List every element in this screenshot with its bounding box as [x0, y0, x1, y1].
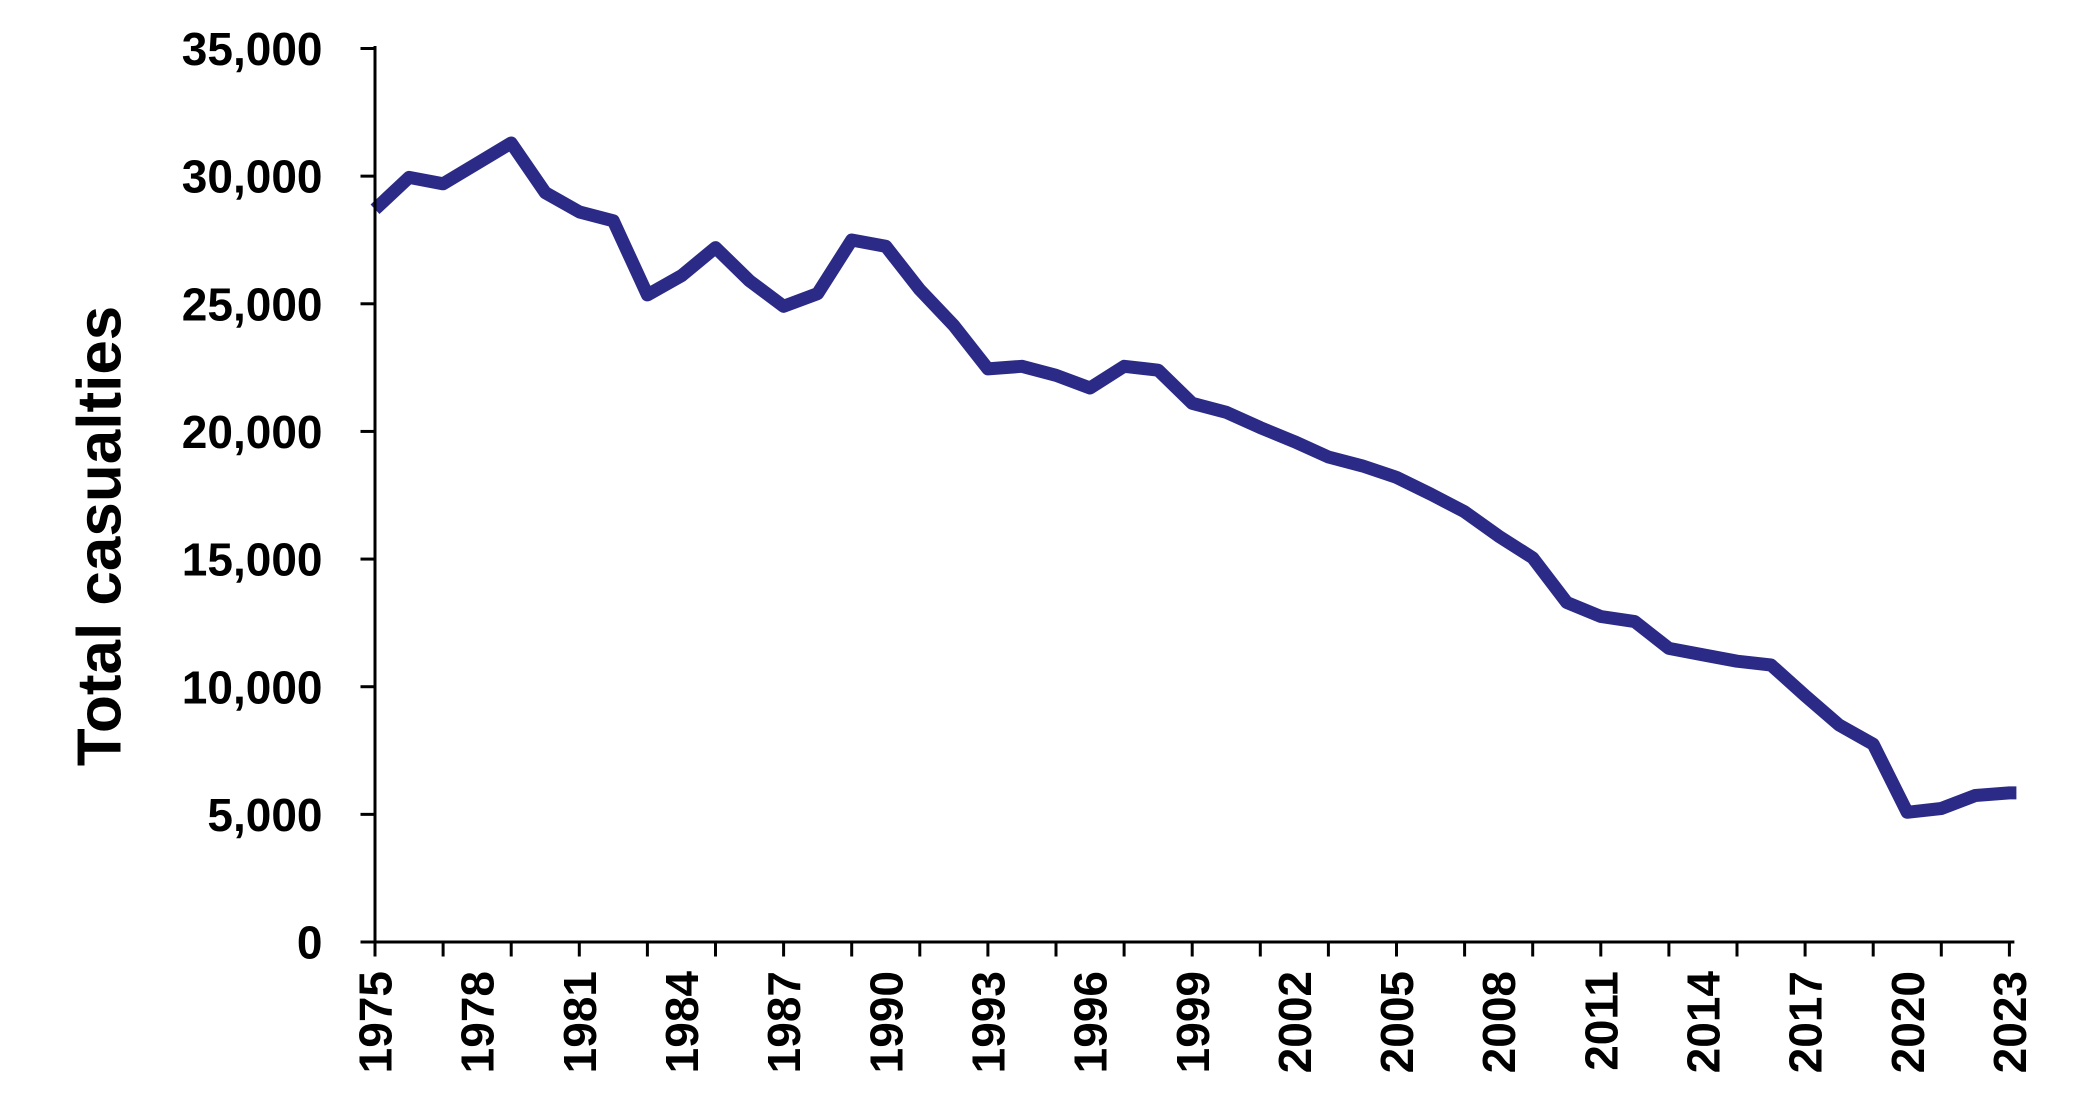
x-tick-label: 2005: [1371, 971, 1423, 1073]
y-tick-labels-group: 0 5,000 10,000 15,000 20,000 25,000 30,000 35,0…: [182, 23, 323, 969]
x-tick-label: 1984: [656, 971, 708, 1074]
y-tick-label: 5,000: [207, 789, 322, 841]
x-tick-label: 1999: [1167, 971, 1219, 1073]
y-tick-label: 0: [297, 917, 323, 969]
x-tick-label: 2008: [1473, 971, 1525, 1073]
y-tick-label: 30,000: [182, 151, 323, 203]
x-tick-label: 1990: [860, 971, 912, 1073]
x-tick-labels-group: 1975 1978 1981 1984 1987 1990 1993 1996 1999 2002…: [350, 971, 2036, 1074]
y-tick-label: 15,000: [182, 534, 323, 586]
y-tick-label: 25,000: [182, 278, 323, 330]
x-tick-label: 2017: [1780, 971, 1832, 1073]
y-tick-label: 35,000: [182, 23, 323, 75]
total-casualties-line: [370, 136, 2017, 819]
x-tick-label: 2002: [1269, 971, 1321, 1073]
x-tick-label: 1996: [1065, 971, 1117, 1073]
x-tick-label: 1975: [350, 971, 402, 1073]
x-tick-label: 1978: [452, 971, 504, 1073]
y-axis-title: Total casualties: [66, 306, 135, 767]
x-tick-label: 2023: [1984, 971, 2036, 1073]
x-tick-label: 2014: [1678, 971, 1730, 1074]
y-tick-label: 20,000: [182, 406, 323, 458]
axes-group: [360, 46, 2015, 957]
line-series-group: [370, 136, 2017, 819]
x-tick-label: 1981: [554, 971, 606, 1073]
x-tick-label: 2020: [1882, 971, 1934, 1073]
y-tick-label: 10,000: [182, 661, 323, 713]
x-tick-label: 1987: [758, 971, 810, 1073]
x-tick-label: 1993: [962, 971, 1014, 1073]
x-tick-label: 2011: [1575, 971, 1627, 1071]
